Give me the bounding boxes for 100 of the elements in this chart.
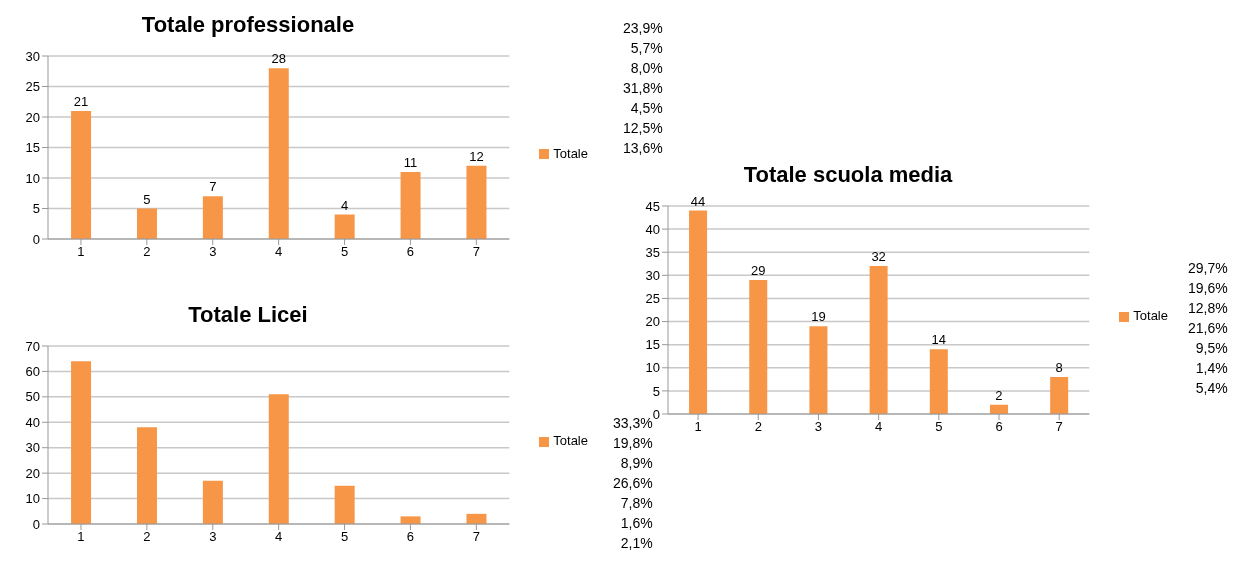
y-tick-label: 20 xyxy=(25,109,40,125)
text: 5,4% xyxy=(1194,379,1228,398)
x-tick-label: 1 xyxy=(694,419,702,435)
data-label: 4 xyxy=(341,197,349,213)
y-tick-label: 40 xyxy=(645,221,660,237)
x-tick-label: 5 xyxy=(340,244,349,260)
bar xyxy=(689,210,708,414)
data-label: 2 xyxy=(995,387,1003,403)
bar xyxy=(869,266,888,414)
y-tick-label: 10 xyxy=(25,491,40,507)
y-tick-label: 25 xyxy=(645,291,660,307)
y-tick-label: 0 xyxy=(652,406,660,422)
x-tick-label: 4 xyxy=(275,529,283,545)
y-tick-label: 20 xyxy=(645,314,660,330)
x-tick-label: 2 xyxy=(143,244,151,260)
bar xyxy=(749,279,768,414)
x-tick-label: 7 xyxy=(1055,419,1063,435)
legend-label: Totale xyxy=(553,145,588,161)
data-label: 7 xyxy=(209,179,217,195)
x-tick-label: 1 xyxy=(77,529,85,545)
text: 2,1% xyxy=(619,534,653,553)
text: 8,9% xyxy=(619,454,653,473)
text: 5,7% xyxy=(629,39,663,58)
text: 7,8% xyxy=(619,494,653,513)
y-tick-label: 25 xyxy=(25,79,40,95)
chart-title: Totale Licei xyxy=(187,302,309,328)
x-tick-label: 7 xyxy=(472,244,480,260)
bar xyxy=(334,214,355,239)
y-tick-label: 30 xyxy=(25,48,40,64)
y-tick-label: 40 xyxy=(25,414,40,430)
y-tick-label: 15 xyxy=(25,140,40,156)
data-label: 29 xyxy=(751,262,766,278)
text: 12,8% xyxy=(1188,299,1228,318)
text: 19,6% xyxy=(1188,279,1228,298)
text: 23,9% xyxy=(623,19,663,38)
bar xyxy=(136,208,157,239)
bar xyxy=(71,361,92,524)
x-tick-label: 3 xyxy=(209,529,217,545)
legend-label: Totale xyxy=(553,433,588,448)
x-tick-label: 7 xyxy=(472,529,480,545)
data-label: 5 xyxy=(143,191,151,207)
bar xyxy=(268,68,289,239)
text: 33,3% xyxy=(613,414,653,433)
text: 13,6% xyxy=(623,139,663,158)
x-tick-label: 4 xyxy=(275,244,283,260)
x-tick-label: 5 xyxy=(340,529,349,545)
y-tick-label: 70 xyxy=(25,338,40,354)
y-tick-label: 5 xyxy=(32,201,40,217)
text: 29,7% xyxy=(1188,259,1228,278)
x-tick-label: 2 xyxy=(754,419,762,435)
y-tick-label: 50 xyxy=(25,389,40,405)
bar xyxy=(334,485,355,524)
bar xyxy=(136,427,157,524)
y-tick-label: 30 xyxy=(25,440,40,456)
bar xyxy=(400,516,421,524)
x-tick-label: 6 xyxy=(406,529,415,545)
bar xyxy=(466,165,487,239)
text: 19,8% xyxy=(613,434,653,453)
bar xyxy=(268,394,289,524)
y-tick-label: 10 xyxy=(25,170,40,186)
legend-label: Totale xyxy=(1133,308,1168,323)
y-tick-label: 35 xyxy=(645,244,660,260)
x-tick-label: 2 xyxy=(143,529,151,545)
data-label: 44 xyxy=(690,193,706,209)
x-tick-label: 4 xyxy=(875,419,883,435)
x-tick-label: 6 xyxy=(406,244,415,260)
text: 8,0% xyxy=(629,59,663,78)
data-label: 14 xyxy=(931,332,947,348)
bar xyxy=(1050,377,1069,414)
text: 26,6% xyxy=(613,474,653,493)
y-tick-label: 15 xyxy=(645,337,660,353)
bar xyxy=(929,349,948,414)
chart-title: Totale scuola media xyxy=(742,162,954,188)
data-label: 12 xyxy=(469,148,484,164)
data-label: 19 xyxy=(811,309,826,325)
text: 31,8% xyxy=(623,79,663,98)
text: 21,6% xyxy=(1188,319,1228,338)
bar xyxy=(202,196,223,239)
x-tick-label: 6 xyxy=(995,419,1003,435)
data-label: 21 xyxy=(73,93,89,109)
text: 1,6% xyxy=(619,514,653,533)
y-tick-label: 0 xyxy=(32,231,40,247)
data-label: 11 xyxy=(403,154,418,170)
data-label: 8 xyxy=(1055,360,1063,376)
y-tick-label: 30 xyxy=(645,267,660,283)
x-tick-label: 3 xyxy=(209,244,217,260)
bar xyxy=(400,171,421,239)
bar xyxy=(202,480,223,524)
y-tick-label: 0 xyxy=(32,516,40,532)
y-tick-label: 10 xyxy=(645,360,660,376)
data-label: 28 xyxy=(271,51,286,67)
x-tick-label: 5 xyxy=(935,419,943,435)
bar xyxy=(809,326,828,414)
x-tick-label: 3 xyxy=(814,419,823,435)
bar xyxy=(71,110,92,239)
x-tick-label: 1 xyxy=(77,244,85,260)
y-tick-label: 5 xyxy=(652,383,660,399)
data-label: 32 xyxy=(871,249,886,265)
y-tick-label: 60 xyxy=(25,364,40,380)
text: 1,4% xyxy=(1194,359,1228,378)
